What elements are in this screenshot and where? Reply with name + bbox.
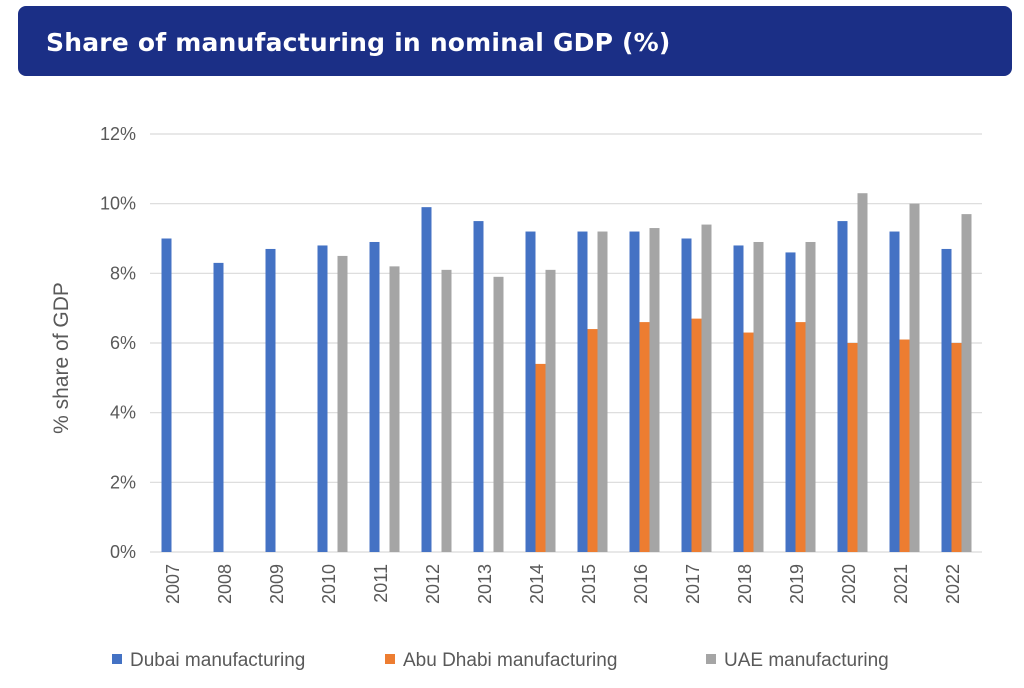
y-axis-ticks: 0% 2% 4% 6% 8% 10% 12% (100, 124, 136, 562)
bar-dubai-manufacturing-2019 (785, 252, 796, 552)
bar-abu-dhabi-manufacturing-2014 (535, 363, 546, 552)
x-tick-label: 2007 (163, 564, 183, 604)
bar-dubai-manufacturing-2009 (265, 248, 276, 552)
bar-dubai-manufacturing-2016 (629, 231, 640, 553)
x-tick-label: 2009 (267, 564, 287, 604)
legend-label: Dubai manufacturing (130, 650, 305, 671)
legend-label: Abu Dhabi manufacturing (403, 650, 617, 671)
chart-title: Share of manufacturing in nominal GDP (%… (46, 28, 671, 57)
y-tick-label: 12% (100, 124, 136, 144)
legend-swatch (706, 654, 716, 664)
legend-swatch (112, 654, 122, 664)
x-tick-label: 2020 (839, 564, 859, 604)
bar-uae-manufacturing-2012 (441, 269, 452, 552)
bar-dubai-manufacturing-2020 (837, 221, 848, 553)
x-tick-label: 2016 (631, 564, 651, 604)
bar-abu-dhabi-manufacturing-2022 (951, 343, 962, 552)
bar-abu-dhabi-manufacturing-2020 (847, 343, 858, 552)
legend-label: UAE manufacturing (724, 650, 889, 671)
bar-dubai-manufacturing-2014 (525, 231, 536, 553)
bar-dubai-manufacturing-2018 (733, 245, 744, 552)
bar-uae-manufacturing-2017 (701, 224, 712, 553)
x-tick-label: 2015 (579, 564, 599, 604)
bar-uae-manufacturing-2019 (805, 241, 816, 552)
bars (161, 193, 972, 553)
bar-dubai-manufacturing-2011 (369, 241, 380, 552)
bar-uae-manufacturing-2021 (909, 203, 920, 552)
x-tick-label: 2012 (423, 564, 443, 604)
y-tick-label: 4% (110, 403, 136, 423)
bar-dubai-manufacturing-2007 (161, 238, 172, 552)
bar-dubai-manufacturing-2017 (681, 238, 692, 552)
x-tick-label: 2008 (215, 564, 235, 604)
x-tick-label: 2017 (683, 564, 703, 604)
bar-uae-manufacturing-2018 (753, 241, 764, 552)
x-tick-label: 2014 (527, 564, 547, 604)
bar-dubai-manufacturing-2021 (889, 231, 900, 553)
y-tick-label: 0% (110, 542, 136, 562)
bar-abu-dhabi-manufacturing-2017 (691, 318, 702, 552)
bar-dubai-manufacturing-2015 (577, 231, 588, 553)
bar-abu-dhabi-manufacturing-2018 (743, 332, 754, 552)
bar-uae-manufacturing-2015 (597, 231, 608, 553)
y-tick-label: 10% (100, 194, 136, 214)
legend: Dubai manufacturing Abu Dhabi manufacturi… (112, 650, 889, 671)
y-tick-label: 8% (110, 263, 136, 283)
bar-dubai-manufacturing-2012 (421, 207, 432, 552)
x-tick-label: 2011 (371, 564, 391, 603)
bar-uae-manufacturing-2010 (337, 255, 348, 552)
bar-uae-manufacturing-2016 (649, 228, 660, 553)
bar-dubai-manufacturing-2022 (941, 248, 952, 552)
title-banner: Share of manufacturing in nominal GDP (%… (18, 6, 1012, 76)
y-axis-title: % share of GDP (50, 282, 73, 434)
x-tick-label: 2010 (319, 564, 339, 604)
legend-swatch (385, 654, 395, 664)
bar-abu-dhabi-manufacturing-2015 (587, 329, 598, 552)
bar-dubai-manufacturing-2010 (317, 245, 328, 552)
x-tick-label: 2019 (787, 564, 807, 604)
x-tick-label: 2013 (475, 564, 495, 604)
y-tick-label: 2% (110, 472, 136, 492)
bar-uae-manufacturing-2011 (389, 266, 400, 552)
bar-abu-dhabi-manufacturing-2016 (639, 322, 650, 552)
bar-dubai-manufacturing-2013 (473, 221, 484, 553)
bar-dubai-manufacturing-2008 (213, 262, 224, 552)
bar-uae-manufacturing-2013 (493, 276, 504, 552)
bar-abu-dhabi-manufacturing-2019 (795, 322, 806, 552)
x-axis-ticks: 2007 2008 2009 2010 2011 2012 2013 2014 2015 2016… (163, 564, 963, 604)
bar-uae-manufacturing-2014 (545, 269, 556, 552)
y-tick-label: 6% (110, 333, 136, 353)
bar-uae-manufacturing-2022 (961, 214, 972, 552)
x-tick-label: 2018 (735, 564, 755, 604)
x-tick-label: 2022 (943, 564, 963, 604)
bar-uae-manufacturing-2020 (857, 193, 868, 552)
x-tick-label: 2021 (891, 564, 911, 604)
bar-abu-dhabi-manufacturing-2021 (899, 339, 910, 552)
